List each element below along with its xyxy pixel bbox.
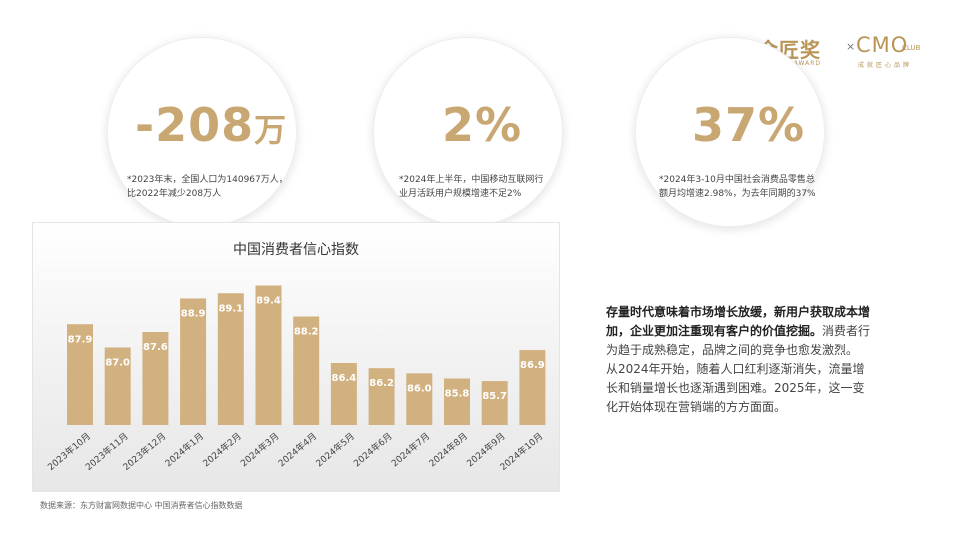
- x-tick-label-5: 2024年3月: [238, 430, 281, 469]
- x-tick-label-10: 2024年8月: [426, 430, 469, 469]
- bar-9: [406, 373, 433, 425]
- paragraph-bold: 存量时代意味着市场增长放缓，新用户获取成本增加，企业更加注重现有客户的价值挖掘。: [606, 305, 871, 338]
- bar-10: [444, 378, 470, 425]
- stat-value-population: -208万: [135, 98, 288, 152]
- analysis-paragraph: 存量时代意味着市场增长放缓，新用户获取成本增加，企业更加注重现有客户的价值挖掘。…: [606, 303, 876, 417]
- bar-value-label-7: 86.4: [332, 373, 357, 384]
- bar-3: [180, 298, 207, 425]
- bar-value-label-10: 85.8: [445, 389, 470, 400]
- stat-note-internet: *2024年上半年，中国移动互联网行 业月活跃用户规模增速不足2%: [399, 175, 544, 199]
- data-source: 数据来源：东方财富网数据中心 中国消费者信心指数数据: [40, 501, 243, 510]
- paragraph-p2: 从2024年开始，随着人口红利逐渐消失，流量增长和销量增长也逐渐遇到困难。202…: [606, 362, 865, 414]
- bar-11: [481, 381, 508, 425]
- bar-value-label-6: 88.2: [294, 327, 319, 338]
- bar-value-label-9: 86.0: [407, 383, 432, 394]
- paragraph-p1: 消费者行为趋于成熟稳定，品牌之间的竞争也愈发激烈。: [606, 324, 871, 357]
- bar-6: [293, 316, 320, 425]
- bar-0: [67, 324, 93, 425]
- stat-circle-population: [107, 37, 297, 227]
- chart-panel: 中国消费者信心指数 87.9 2023年10月 87.0 2023年11月 87.6 20…: [32, 222, 560, 492]
- bar-5: [255, 285, 282, 425]
- stat-circle-retail: [635, 37, 825, 227]
- bar-value-label-8: 86.2: [369, 378, 394, 389]
- bar-1: [104, 347, 131, 425]
- bar-value-label-0: 87.9: [68, 334, 93, 345]
- bar-4: [217, 293, 244, 425]
- bar-12: [519, 350, 546, 425]
- bar-8: [368, 368, 395, 425]
- x-tick-label-7: 2024年5月: [313, 430, 356, 469]
- chart-title: 中国消费者信心指数: [233, 242, 359, 258]
- x-tick-label-4: 2024年2月: [200, 430, 243, 469]
- bar-value-label-4: 89.1: [218, 303, 243, 314]
- brand-partner: CMO: [856, 33, 909, 57]
- x-tick-label-6: 2024年4月: [276, 430, 319, 469]
- bar-7: [330, 363, 357, 425]
- x-tick-label-3: 2024年1月: [163, 430, 206, 469]
- stat-unit-population: 万: [254, 111, 288, 149]
- bar-value-label-12: 86.9: [520, 360, 545, 371]
- stat-note-population: *2023年末，全国人口为140967万人， 比2022年减少208万人: [127, 175, 288, 199]
- bar-value-label-2: 87.6: [143, 342, 168, 353]
- stat-value-retail: 37%: [692, 98, 806, 152]
- bar-value-label-11: 85.7: [482, 391, 507, 402]
- brand-partner-sub: 成就匠心品牌: [858, 62, 913, 69]
- brand-partner-suffix: CLUB: [902, 44, 921, 52]
- bar-value-label-1: 87.0: [105, 358, 130, 369]
- x-tick-label-9: 2024年7月: [389, 430, 432, 469]
- stat-circle-internet: [373, 37, 563, 227]
- brand-cross: ×: [846, 40, 856, 53]
- stat-value-internet: 2%: [442, 98, 523, 152]
- stat-note-retail: *2024年3-10月中国社会消费品零售总 额月均增速2.98%，为去年同期的37…: [659, 175, 816, 199]
- x-tick-label-8: 2024年6月: [351, 430, 394, 469]
- bar-value-label-5: 89.4: [256, 296, 281, 307]
- bar-2: [142, 332, 169, 425]
- consumer-confidence-chart: 中国消费者信心指数 87.92023年10月87.02023年11月87.620…: [45, 242, 546, 473]
- bar-value-label-3: 88.9: [181, 308, 206, 319]
